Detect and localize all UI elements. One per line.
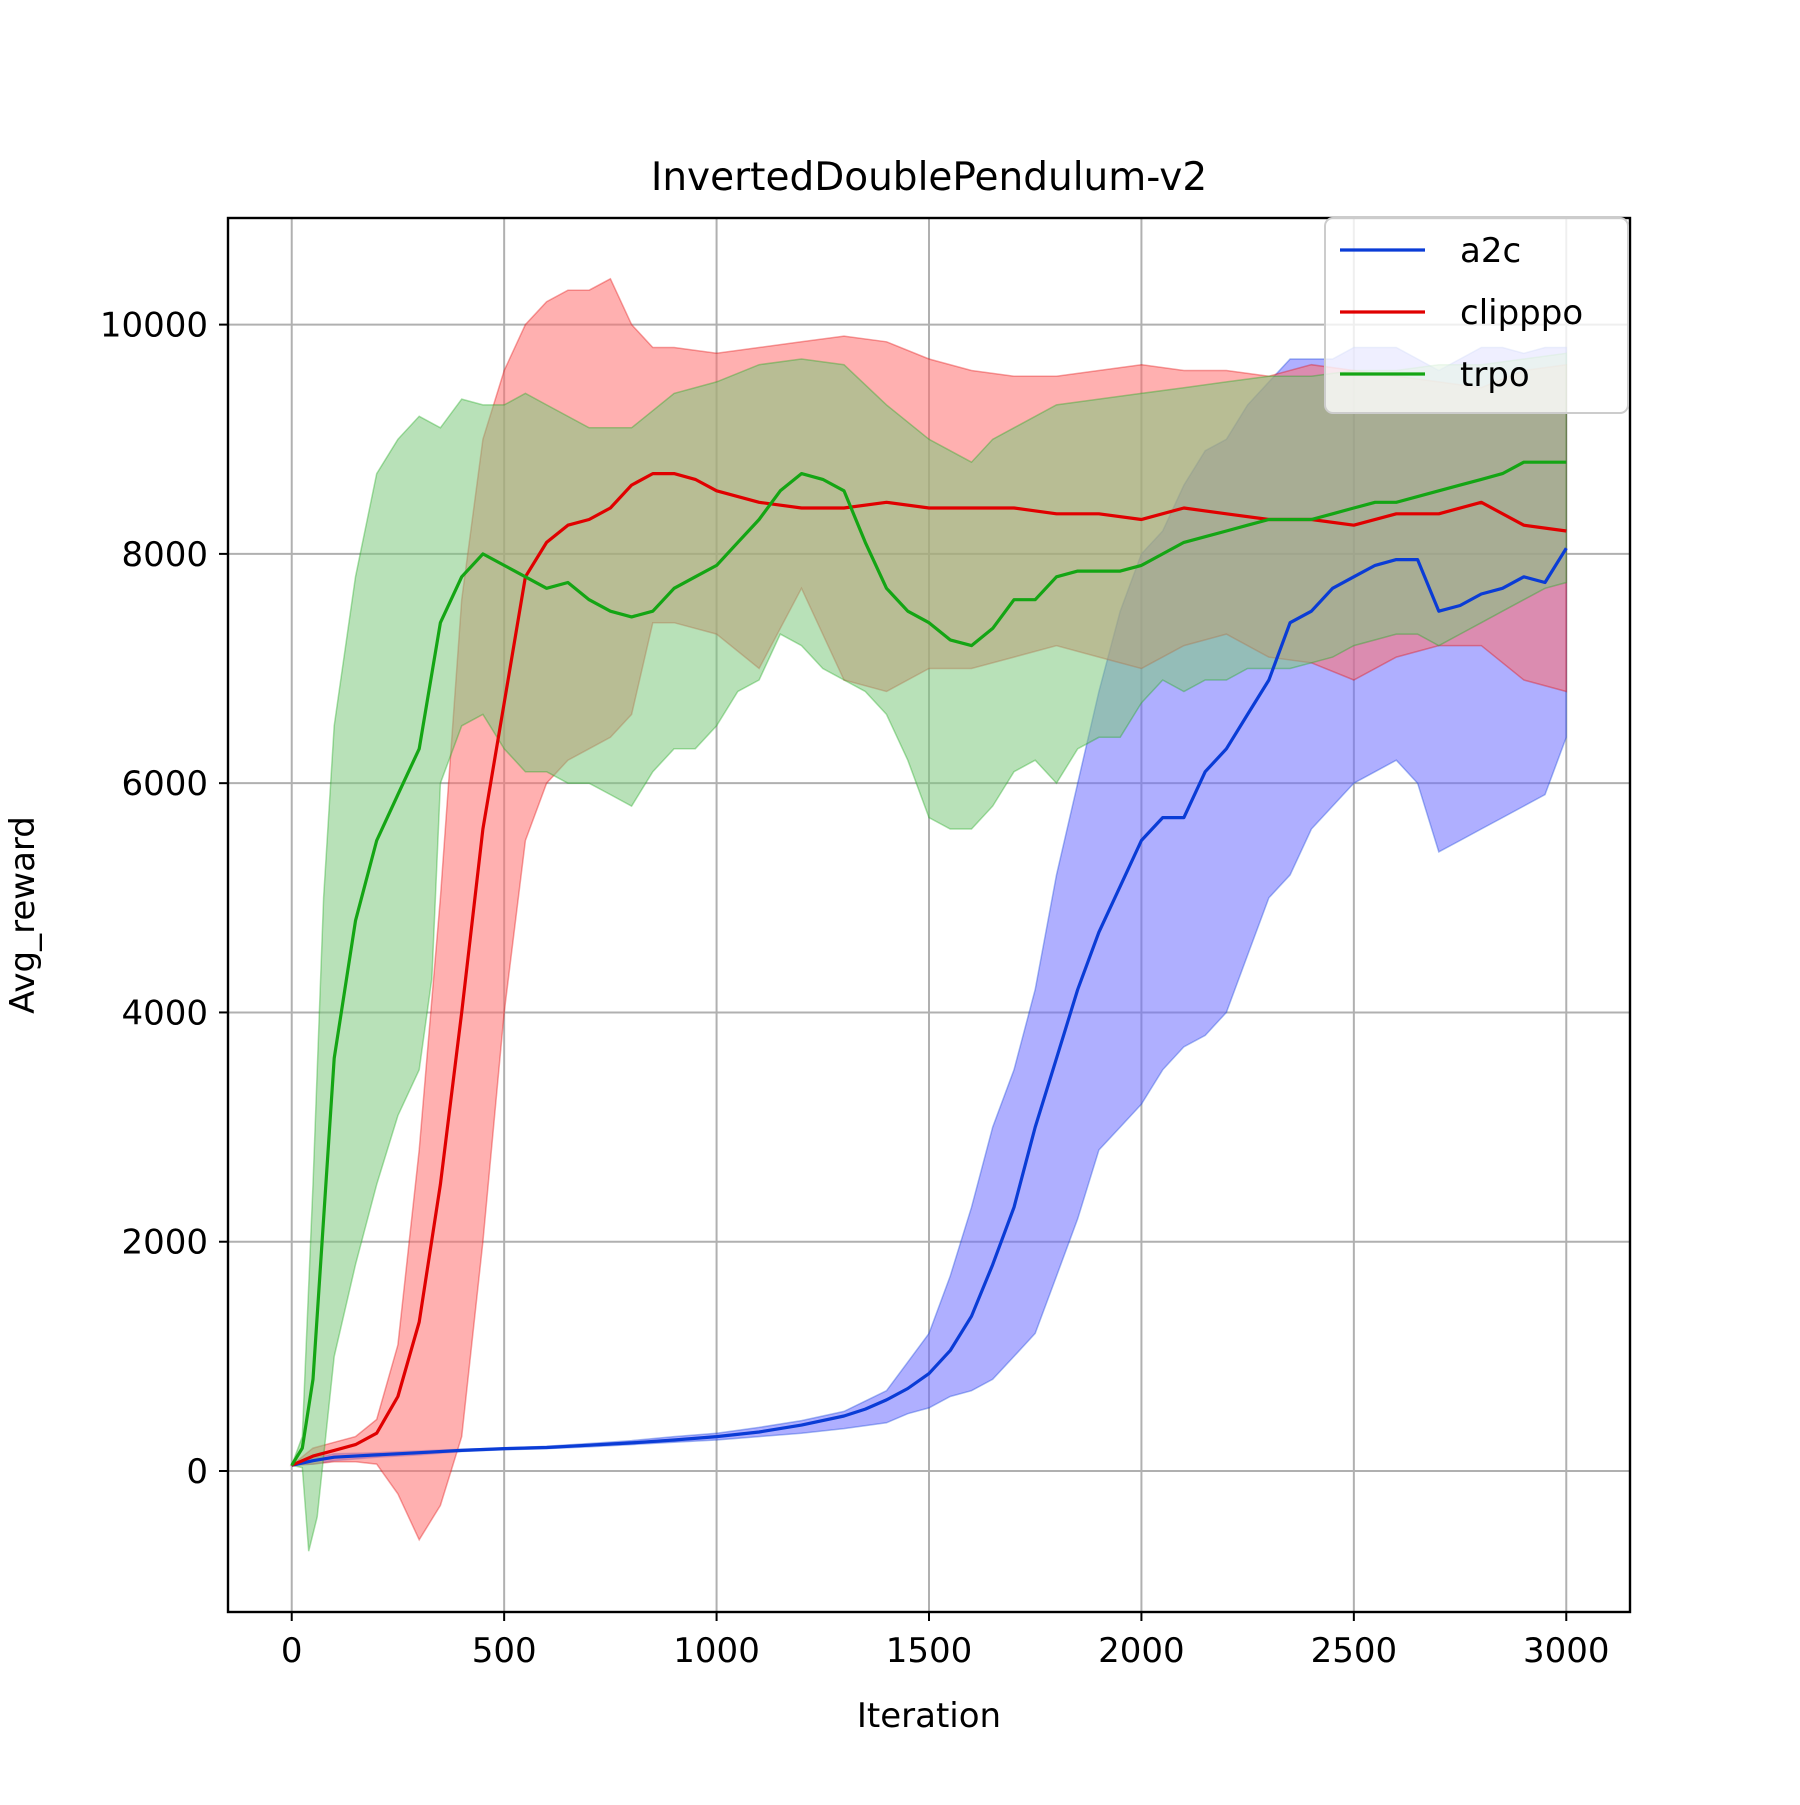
x-tick-label: 2000 — [1098, 1631, 1185, 1671]
x-tick-label: 1500 — [886, 1631, 973, 1671]
y-tick-label: 10000 — [100, 306, 208, 346]
x-tick-label: 0 — [281, 1631, 303, 1671]
y-axis-label: Avg_reward — [3, 816, 43, 1014]
x-tick-label: 1000 — [673, 1631, 760, 1671]
confidence-bands — [289, 277, 1568, 1552]
y-tick-label: 8000 — [121, 535, 208, 575]
y-tick-label: 2000 — [121, 1223, 208, 1263]
y-tick-label: 4000 — [121, 993, 208, 1033]
x-tick-label: 3000 — [1523, 1631, 1610, 1671]
x-axis-ticks: 0 500 1000 1500 2000 2500 3000 — [281, 1612, 1610, 1671]
x-axis-label: Iteration — [857, 1696, 1001, 1736]
trpo-line — [290, 460, 1567, 1467]
trpo-legend-label: trpo — [1460, 355, 1530, 395]
legend: a2c clipppo trpo — [1324, 217, 1629, 414]
clipppo-legend-label: clipppo — [1460, 293, 1583, 333]
y-tick-label: 6000 — [121, 764, 208, 804]
series-lines — [290, 460, 1568, 1467]
y-tick-label: 0 — [186, 1452, 208, 1492]
chart-title: InvertedDoublePendulum-v2 — [651, 155, 1207, 200]
x-tick-label: 2500 — [1311, 1631, 1398, 1671]
legend-box — [1324, 217, 1629, 414]
a2c-legend-label: a2c — [1460, 231, 1521, 271]
x-tick-label: 500 — [472, 1631, 537, 1671]
a2c-line — [291, 547, 1568, 1467]
trpo-band — [290, 352, 1568, 1552]
y-axis-ticks: 0 2000 4000 6000 8000 10000 — [100, 306, 228, 1492]
